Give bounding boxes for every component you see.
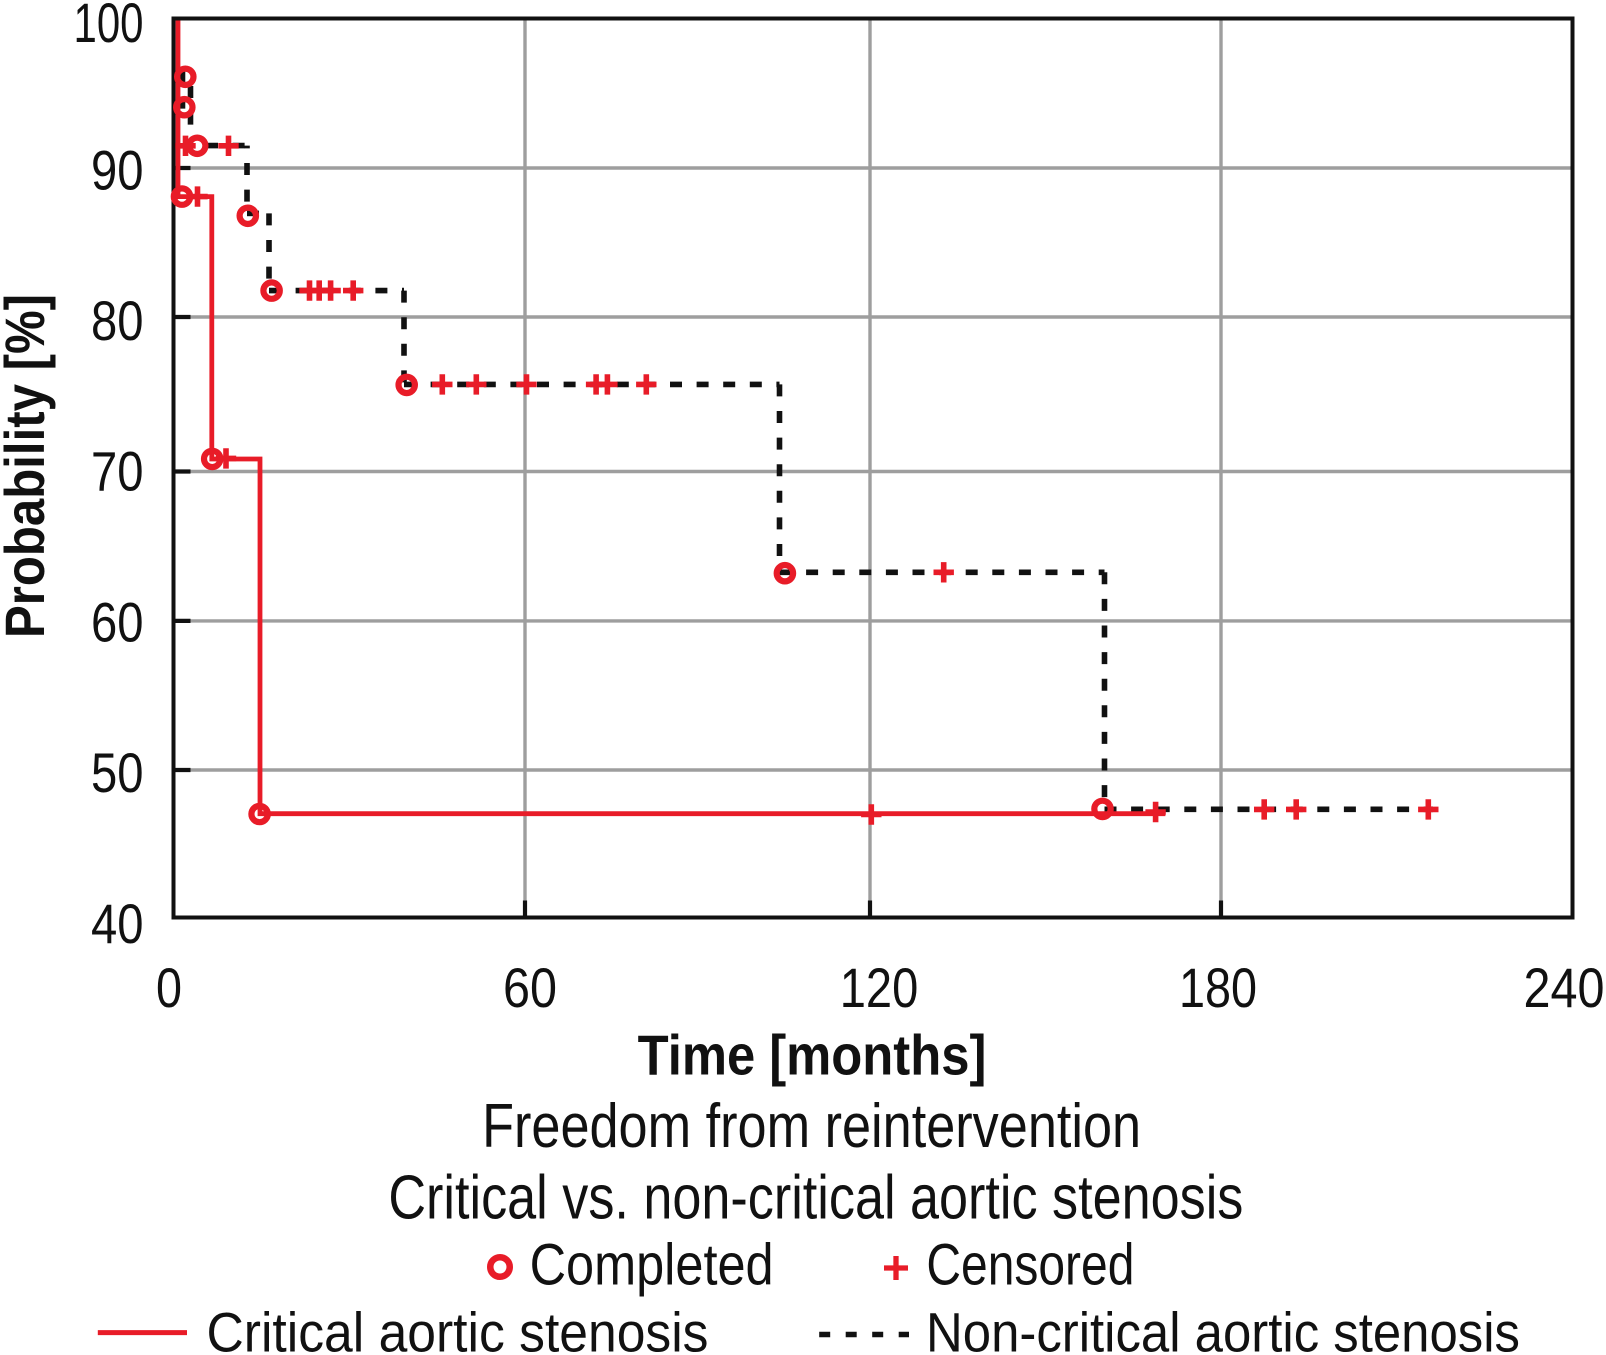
svg-text:Non-critical aortic stenosis: Non-critical aortic stenosis [926, 1301, 1520, 1355]
svg-text:0: 0 [156, 956, 182, 1019]
svg-text:60: 60 [503, 956, 557, 1019]
svg-text:Critical vs. non-critical aort: Critical vs. non-critical aortic stenosi… [388, 1163, 1243, 1232]
svg-text:70: 70 [91, 440, 144, 503]
svg-text:Freedom from reintervention: Freedom from reintervention [482, 1092, 1141, 1161]
svg-text:Probability [%]: Probability [%] [0, 294, 56, 638]
svg-text:Critical aortic stenosis: Critical aortic stenosis [207, 1301, 709, 1355]
svg-text:50: 50 [91, 741, 144, 804]
svg-text:Time [months]: Time [months] [638, 1024, 987, 1088]
svg-text:100: 100 [74, 0, 144, 54]
svg-text:Censored: Censored [926, 1233, 1134, 1298]
svg-text:240: 240 [1524, 956, 1605, 1019]
svg-text:80: 80 [91, 289, 144, 352]
svg-text:90: 90 [91, 138, 144, 201]
svg-text:Completed: Completed [530, 1233, 774, 1298]
svg-text:120: 120 [840, 956, 919, 1019]
svg-text:60: 60 [91, 590, 144, 653]
svg-text:40: 40 [91, 892, 144, 955]
svg-text:180: 180 [1179, 956, 1257, 1019]
